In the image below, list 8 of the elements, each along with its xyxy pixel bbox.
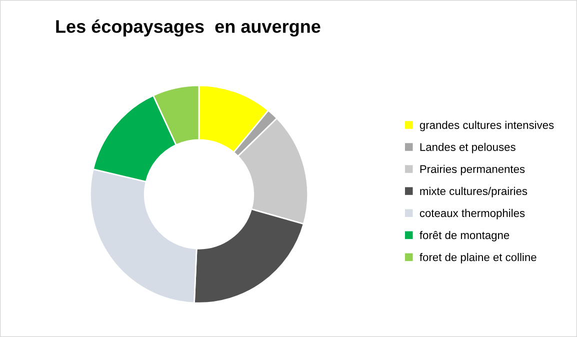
- legend-label: coteaux thermophiles: [420, 208, 525, 220]
- legend-label: forêt de montagne: [420, 230, 510, 242]
- legend-label: mixte cultures/prairies: [420, 186, 528, 198]
- legend-label: Prairies permanentes: [420, 164, 525, 176]
- legend-label: grandes cultures intensives: [420, 120, 554, 132]
- chart-title: Les écopaysages en auvergne: [56, 19, 320, 37]
- legend-label: Landes et pelouses: [420, 142, 516, 154]
- legend-label: foret de plaine et colline: [420, 253, 536, 264]
